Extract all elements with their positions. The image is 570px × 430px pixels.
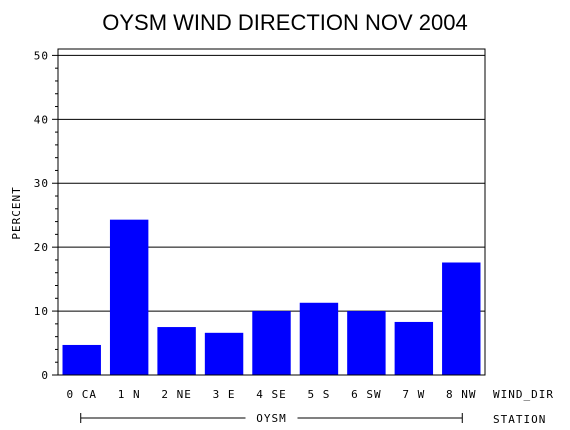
x-tick-label: 7 W: [402, 388, 425, 401]
x-tick-label: 4 SE: [256, 388, 287, 401]
bar: [157, 327, 196, 375]
x-tick-label: 0 CA: [66, 388, 97, 401]
station-group-bracket: OYSM: [80, 412, 463, 425]
bar: [62, 344, 101, 375]
x-tick-label: 8 NW: [446, 388, 477, 401]
bar: [109, 219, 149, 375]
x-tick-label: 6 SW: [351, 388, 382, 401]
bar: [204, 332, 244, 375]
y-tick-label: 20: [34, 241, 49, 254]
x-axis-label: WIND_DIR: [493, 388, 554, 401]
y-tick-label: 10: [34, 305, 49, 318]
bar: [347, 311, 386, 375]
bars: [62, 219, 481, 375]
y-tick-label: 50: [34, 49, 49, 62]
x-tick-label: 3 E: [213, 388, 236, 401]
y-axis-label: PERCENT: [10, 186, 23, 239]
plot-frame: [57, 48, 486, 376]
y-axis-ticks: 0 10 20 30 40 50: [34, 49, 58, 382]
chart-title: OYSM WIND DIRECTION NOV 2004: [102, 10, 468, 35]
y-tick-label: 40: [34, 113, 49, 126]
y-tick-label: 30: [34, 177, 49, 190]
x-axis-tick-labels: 0 CA 1 N 2 NE 3 E 4 SE 5 S 6 SW 7 W 8 NW: [66, 388, 477, 401]
bar: [252, 311, 291, 375]
bar: [394, 321, 434, 375]
x-tick-label: 1 N: [118, 388, 141, 401]
x-tick-label: 5 S: [308, 388, 331, 401]
station-axis-label: STATION: [493, 413, 546, 426]
bar: [442, 262, 481, 375]
bar: [299, 302, 339, 375]
y-tick-label: 0: [41, 369, 49, 382]
x-tick-label: 2 NE: [161, 388, 192, 401]
station-name-label: OYSM: [256, 412, 287, 425]
